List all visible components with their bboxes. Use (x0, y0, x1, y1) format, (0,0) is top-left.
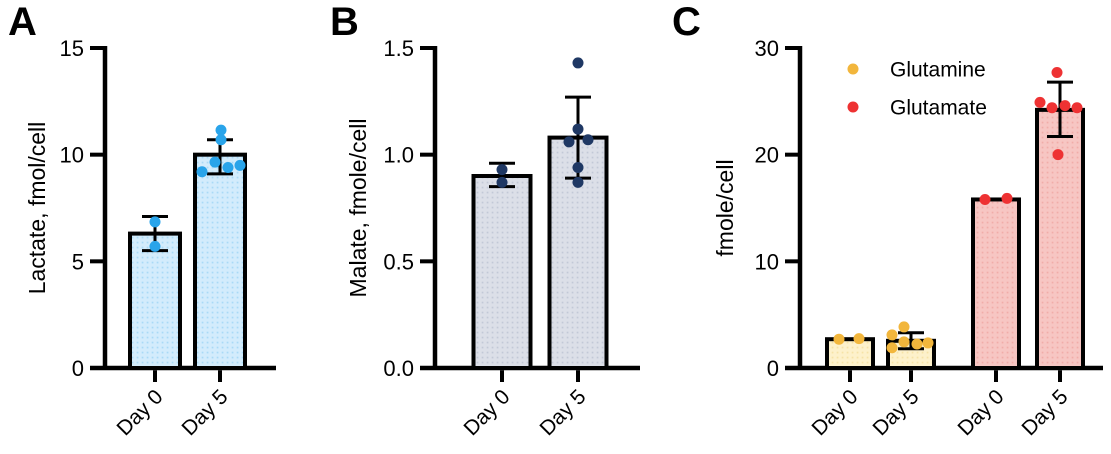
x-tick-label: Day 0 (112, 385, 167, 440)
bar-day-0 (128, 231, 182, 370)
y-tick-label: 5 (72, 249, 84, 274)
panel-b-letter: B (330, 0, 359, 44)
y-tick-label: 30 (755, 36, 779, 61)
data-point (1051, 67, 1063, 79)
x-tick-label: Day 5 (535, 385, 590, 440)
y-tick-label: 0 (767, 356, 779, 381)
data-point (196, 166, 208, 178)
data-point (149, 240, 161, 252)
y-tick-label: 0 (72, 356, 84, 381)
x-tick-label: Day 0 (953, 385, 1008, 440)
x-tick-label: Day 0 (807, 385, 862, 440)
data-point (1052, 149, 1064, 161)
data-point (1071, 102, 1083, 114)
legend-dot-glutamate-icon (847, 101, 859, 113)
data-point (563, 136, 575, 148)
data-point (582, 134, 594, 146)
data-point (1046, 102, 1058, 114)
y-tick-label: 0.0 (383, 356, 414, 381)
data-point (886, 329, 898, 341)
data-point (234, 159, 246, 171)
data-point (572, 57, 584, 69)
y-tick-label: 15 (60, 36, 84, 61)
x-tick-label: Day 5 (868, 385, 923, 440)
data-point (898, 321, 910, 333)
x-tick-label: Day 5 (1017, 385, 1072, 440)
bar-day-0 (471, 174, 533, 370)
data-point (215, 134, 227, 146)
y-tick-label: 1.0 (383, 143, 414, 168)
data-point (215, 124, 227, 136)
data-point (911, 338, 923, 350)
y-tick-label: 10 (755, 249, 779, 274)
y-tick-label: 10 (60, 143, 84, 168)
data-point (496, 176, 508, 188)
data-point (149, 216, 161, 228)
y-axis-title: fmole/cell (712, 159, 738, 256)
data-point (886, 342, 898, 354)
data-point (898, 336, 910, 348)
y-axis-title: Lactate, fmol/cell (24, 122, 50, 295)
data-point (209, 156, 221, 168)
bar-day-5 (193, 152, 247, 370)
x-tick-label: Day 5 (177, 385, 232, 440)
data-point (572, 161, 584, 173)
bar-glutamine-day-0 (825, 337, 875, 371)
data-point (572, 123, 584, 135)
panel-a-letter: A (8, 0, 37, 44)
data-point (496, 164, 508, 176)
chart-panel-a: 0 5 10 15 Lactate, fmol/cell Day 0 Day 5 (24, 36, 276, 440)
chart-panel-b: 0.0 0.5 1.0 1.5 Malate, fmole/cell Day 0 Day 5 (345, 36, 640, 440)
y-tick-label: 1.5 (383, 36, 414, 61)
legend-dot-glutamine-icon (847, 63, 859, 75)
data-point (1034, 96, 1046, 108)
data-point (572, 176, 584, 188)
x-tick-label: Day 0 (459, 385, 514, 440)
data-point (1059, 100, 1071, 112)
data-point (979, 193, 991, 205)
y-tick-label: 0.5 (383, 249, 414, 274)
data-point (922, 337, 934, 349)
data-point (1001, 192, 1013, 204)
legend-label-glutamine: Glutamine (890, 59, 986, 82)
legend-label-glutamate: Glutamate (890, 97, 987, 120)
data-point (853, 333, 865, 345)
y-tick-label: 20 (755, 143, 779, 168)
bar-glutamate-day-5 (1035, 107, 1085, 370)
data-point (222, 161, 234, 173)
panel-c-letter: C (672, 0, 701, 44)
bar-glutamate-day-0 (971, 197, 1021, 370)
data-point (833, 333, 845, 345)
y-axis-title: Malate, fmole/cell (345, 119, 371, 298)
